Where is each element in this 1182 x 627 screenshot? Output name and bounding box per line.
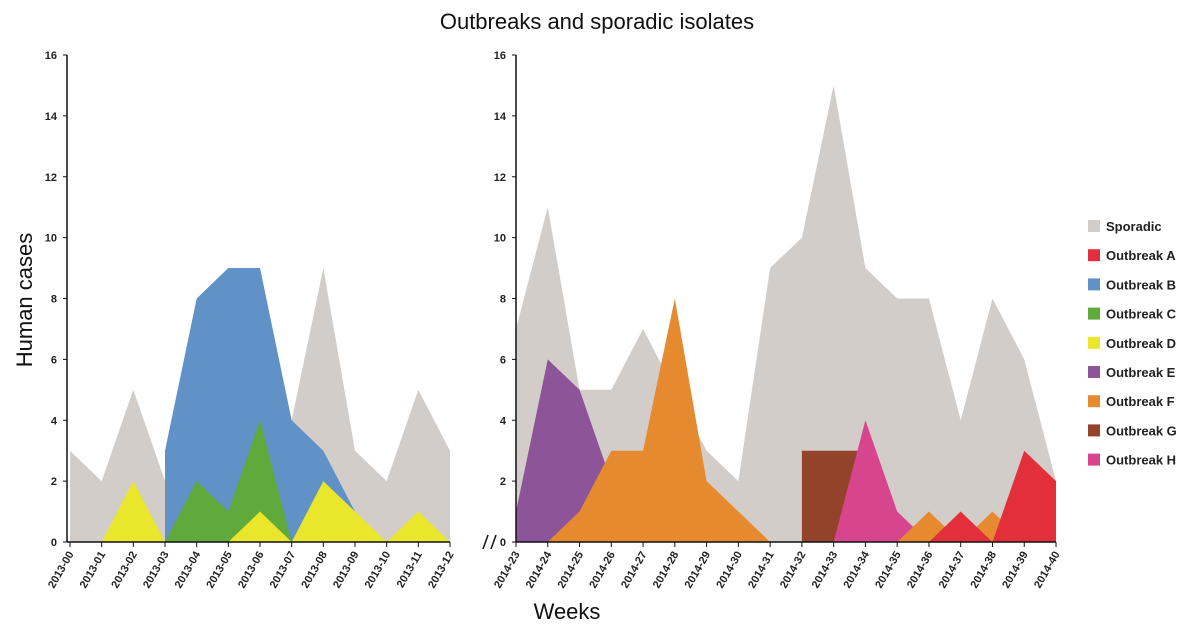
y-tick-label: 2 [500,476,506,488]
x-tick-label: 2013-02 [109,550,140,591]
y-tick-label: 10 [494,233,506,245]
y-tick-label: 10 [45,233,57,245]
legend-swatch-outbreak-h [1088,453,1100,466]
y-tick-label: 14 [494,111,507,123]
legend-swatch-outbreak-c [1088,307,1100,320]
x-tick-label: 2014-28 [651,550,682,591]
x-tick-label: 2014-31 [746,550,777,591]
y-tick-label: 4 [51,415,58,427]
area-outbreak-b-p1-s1-0 [165,268,355,542]
x-tick-label: 2013-11 [395,550,425,590]
legend-swatch-outbreak-g [1088,424,1100,437]
chart-title: Outbreaks and sporadic isolates [440,9,754,34]
x-tick-label: 2013-08 [299,550,330,591]
x-tick-label: 2014-27 [619,550,650,591]
area-outbreak-h-p2-s4-0 [833,420,929,542]
y-tick-label: 6 [51,354,57,366]
panel-1 [70,268,450,542]
legend-label-outbreak-d: Outbreak D [1106,336,1176,351]
y-tick-label: 16 [45,50,57,62]
x-tick-label: 2014-36 [905,550,936,591]
legend-swatch-outbreak-b [1088,278,1100,291]
legend-label-outbreak-a: Outbreak A [1106,248,1176,263]
area-outbreak-a-p2-s6-0 [928,450,1056,542]
y-tick-label: 4 [500,415,507,427]
x-tick-label: 2013-00 [46,550,77,591]
y-tick-label: 8 [500,294,506,306]
x-tick-label: 2013-12 [426,550,457,591]
y-axis-title: Human cases [12,233,37,368]
legend-label-outbreak-f: Outbreak F [1106,394,1175,409]
y-tick-label: 2 [51,476,57,488]
x-tick-label: 2014-26 [587,550,618,591]
panel-2 [516,85,1056,542]
x-tick-label: 2014-34 [841,549,872,591]
x-axis-title: Weeks [534,599,601,624]
x-tick-label: 2014-25 [556,550,587,591]
y-tick-label: 14 [45,111,58,123]
x-tick-label: 2014-23 [492,550,523,591]
area-outbreak-d-p1-s3-1 [228,481,450,542]
x-tick-label: 2013-01 [78,550,109,591]
axis-break-slash [482,534,489,550]
x-tick-label: 2014-24 [524,549,555,591]
x-tick-label: 2014-40 [1032,550,1063,591]
legend-label-outbreak-b: Outbreak B [1106,277,1176,292]
x-tick-label: 2013-05 [204,550,235,591]
x-tick-label: 2014-37 [937,550,968,591]
x-tick-label: 2013-09 [331,550,362,591]
x-tick-label: 2013-03 [141,550,172,591]
x-tick-label: 2013-10 [363,550,394,591]
legend-label-sporadic: Sporadic [1106,219,1162,234]
x-tick-label: 2013-07 [268,550,299,591]
legend-swatch-outbreak-d [1088,336,1100,349]
y-tick-label: 12 [494,172,506,184]
x-tick-label: 2014-35 [873,550,904,591]
axis-break-slash [490,534,497,550]
legend-swatch-outbreak-a [1088,249,1100,262]
x-tick-label: 2014-32 [778,550,809,591]
legend-swatch-sporadic [1088,220,1100,232]
legend-label-outbreak-g: Outbreak G [1106,423,1177,438]
y-tick-label: 8 [51,294,57,306]
x-tick-label: 2014-29 [683,550,714,591]
legend-swatch-outbreak-f [1088,395,1100,408]
x-tick-label: 2014-30 [714,550,745,591]
area-outbreak-e-p2-s1-0 [516,359,612,542]
y-tick-label: 16 [494,50,506,62]
x-tick-label: 2013-06 [236,550,267,591]
x-tick-label: 2014-38 [968,550,999,591]
y-tick-label: 12 [45,172,57,184]
legend-label-outbreak-h: Outbreak H [1106,453,1176,468]
area-outbreak-f-p2-s2-0 [547,298,771,542]
y-tick-label: 0 [500,537,506,549]
chart-panels [70,85,1056,542]
legend-label-outbreak-c: Outbreak C [1106,307,1177,322]
x-tick-label: 2013-04 [173,549,204,591]
x-tick-label: 2014-33 [810,550,841,591]
area-outbreak-f-p2-s5-0 [897,511,1025,542]
axis-break-marks [482,534,498,550]
x-tick-label: 2014-39 [1000,550,1031,591]
legend-label-outbreak-e: Outbreak E [1106,365,1176,380]
y-tick-label: 0 [51,537,57,549]
area-sporadic-p1-s0-0 [70,268,450,542]
legend-swatch-outbreak-e [1088,366,1100,378]
area-outbreak-d-p1-s3-0 [101,481,165,542]
y-tick-label: 6 [500,354,506,366]
chart-legend: Sporadic Outbreak A Outbreak B Outbreak C Ou… [1088,219,1177,468]
